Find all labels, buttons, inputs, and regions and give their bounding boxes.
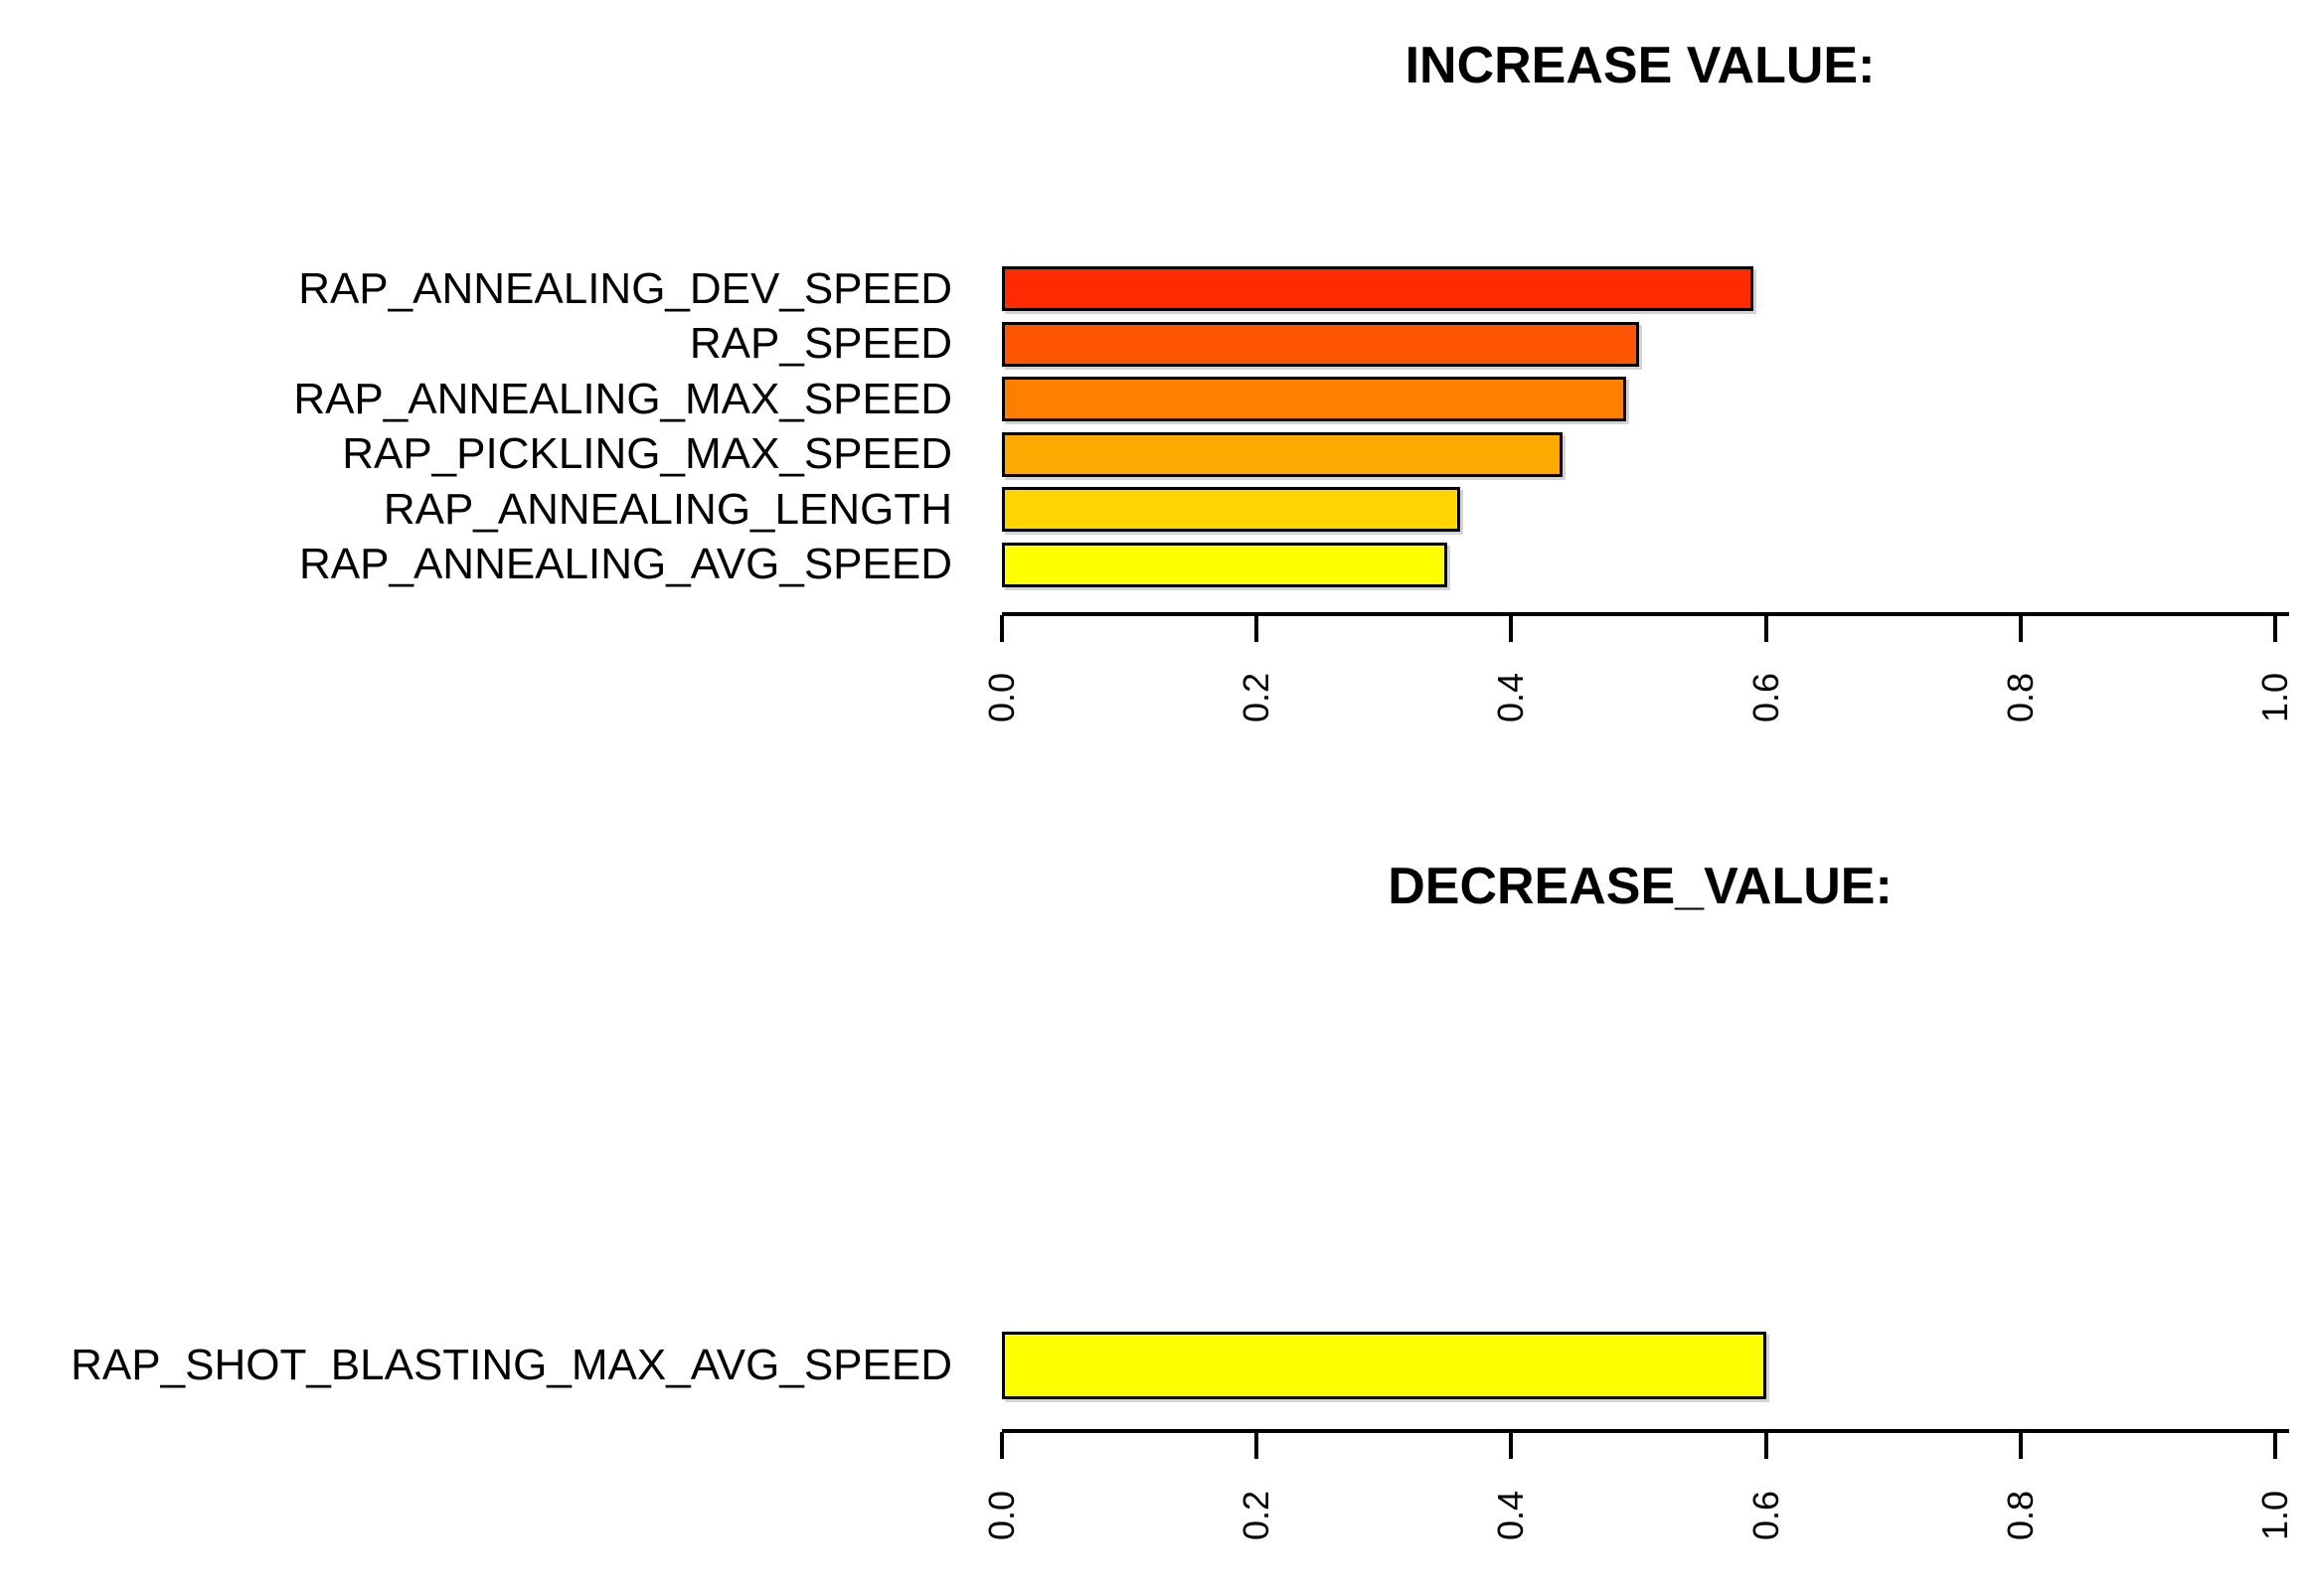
bar-rap-annealing-length bbox=[1002, 487, 1460, 532]
category-label-rap-annealing-max-speed: RAP_ANNEALING_MAX_SPEED bbox=[293, 374, 952, 423]
x-axis-tick-mark bbox=[1000, 1432, 1004, 1459]
x-axis-line bbox=[1002, 1429, 2289, 1433]
x-axis-tick-mark bbox=[2019, 1432, 2023, 1459]
x-axis-tick-label-0.4: 0.4 bbox=[1490, 1490, 1531, 1541]
x-axis-tick-mark bbox=[2019, 615, 2023, 642]
x-axis-tick-mark bbox=[1764, 1432, 1768, 1459]
x-axis-line bbox=[1002, 612, 2289, 616]
x-axis-tick-label-0.2: 0.2 bbox=[1236, 672, 1276, 723]
x-axis-tick-mark bbox=[1509, 615, 1513, 642]
x-axis-tick-mark bbox=[2273, 1432, 2277, 1459]
x-axis-tick-mark bbox=[1764, 615, 1768, 642]
x-axis-tick-label-1.0: 1.0 bbox=[2254, 1490, 2295, 1541]
x-axis-tick-label-0.2: 0.2 bbox=[1236, 1490, 1276, 1541]
x-axis-tick-label-0.6: 0.6 bbox=[1745, 672, 1786, 723]
chart-title-decrease: DECREASE_VALUE: bbox=[1388, 858, 1893, 915]
chart-title-increase: INCREASE VALUE: bbox=[1404, 37, 1876, 94]
x-axis-tick-label-0.6: 0.6 bbox=[1745, 1490, 1786, 1541]
x-axis-tick-mark bbox=[2273, 615, 2277, 642]
x-axis-tick-mark bbox=[1509, 1432, 1513, 1459]
bar-rap-annealing-dev-speed bbox=[1002, 266, 1753, 311]
category-label-rap-annealing-length: RAP_ANNEALING_LENGTH bbox=[383, 484, 952, 534]
x-axis-tick-label-0.4: 0.4 bbox=[1490, 672, 1531, 723]
bar-rap-pickling-max-speed bbox=[1002, 431, 1563, 477]
x-axis-tick-mark bbox=[1000, 615, 1004, 642]
x-axis-tick-mark bbox=[1254, 1432, 1258, 1459]
bar-rap-annealing-avg-speed bbox=[1002, 542, 1447, 587]
x-axis-tick-label-1.0: 1.0 bbox=[2254, 672, 2295, 723]
bar-rap-shot-blasting-max-avg-speed bbox=[1002, 1332, 1766, 1399]
x-axis-tick-label-0.8: 0.8 bbox=[2000, 1490, 2041, 1541]
x-axis-tick-mark bbox=[1254, 615, 1258, 642]
bar-rap-annealing-max-speed bbox=[1002, 377, 1626, 421]
x-axis-tick-label-0.0: 0.0 bbox=[981, 672, 1022, 723]
category-label-rap-speed: RAP_SPEED bbox=[689, 319, 952, 368]
category-label-rap-annealing-dev-speed: RAP_ANNEALING_DEV_SPEED bbox=[298, 263, 952, 313]
category-label-rap-annealing-avg-speed: RAP_ANNEALING_AVG_SPEED bbox=[299, 540, 952, 588]
x-axis-tick-label-0.0: 0.0 bbox=[981, 1490, 1022, 1541]
bar-rap-speed bbox=[1002, 321, 1639, 367]
category-label-rap-pickling-max-speed: RAP_PICKLING_MAX_SPEED bbox=[342, 429, 952, 478]
x-axis-tick-label-0.8: 0.8 bbox=[2000, 672, 2041, 723]
category-label-rap-shot-blasting-max-avg-speed: RAP_SHOT_BLASTING_MAX_AVG_SPEED bbox=[71, 1341, 952, 1389]
